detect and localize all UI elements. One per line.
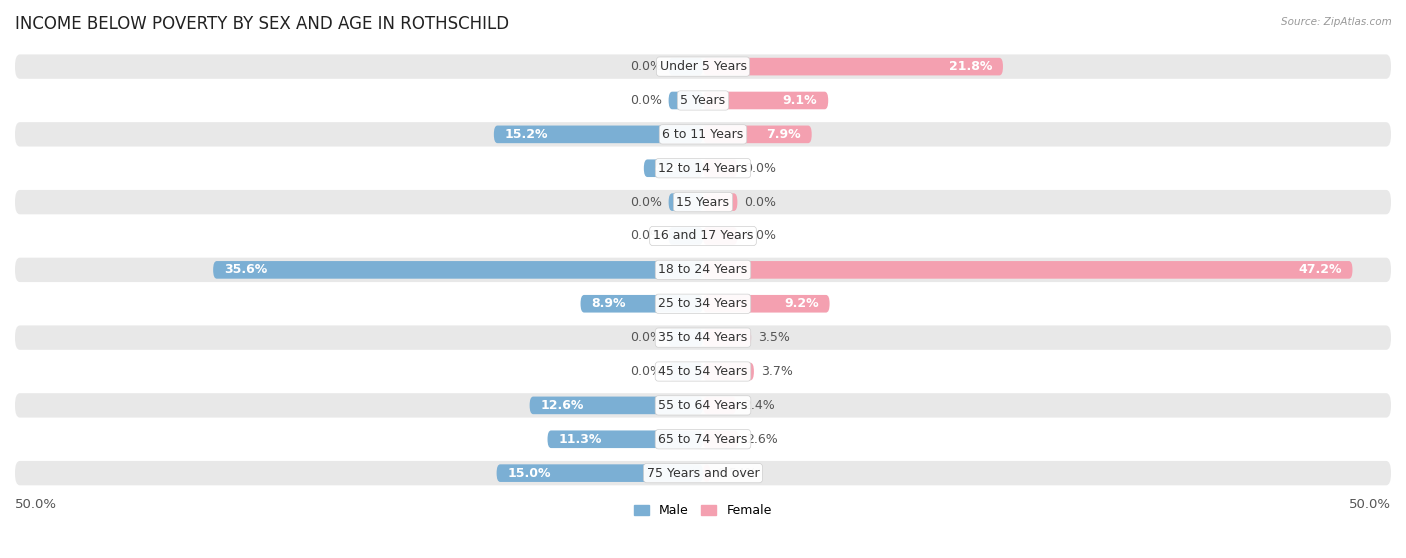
Text: 4.3%: 4.3% (655, 162, 689, 175)
Legend: Male, Female: Male, Female (630, 499, 776, 522)
FancyBboxPatch shape (703, 92, 828, 109)
FancyBboxPatch shape (703, 126, 811, 143)
FancyBboxPatch shape (214, 261, 703, 278)
Text: 0.0%: 0.0% (744, 162, 776, 175)
FancyBboxPatch shape (494, 126, 703, 143)
FancyBboxPatch shape (496, 464, 703, 482)
Text: 47.2%: 47.2% (1298, 263, 1341, 276)
FancyBboxPatch shape (15, 190, 1391, 214)
Text: 0.0%: 0.0% (630, 365, 662, 378)
Text: 8.9%: 8.9% (592, 297, 626, 310)
Text: 65 to 74 Years: 65 to 74 Years (658, 433, 748, 446)
FancyBboxPatch shape (669, 363, 703, 381)
Text: INCOME BELOW POVERTY BY SEX AND AGE IN ROTHSCHILD: INCOME BELOW POVERTY BY SEX AND AGE IN R… (15, 15, 509, 33)
Text: 0.0%: 0.0% (630, 60, 662, 73)
FancyBboxPatch shape (15, 122, 1391, 147)
Text: 75 Years and over: 75 Years and over (647, 466, 759, 480)
FancyBboxPatch shape (15, 88, 1391, 113)
Text: 15.2%: 15.2% (505, 128, 548, 141)
Text: 2.6%: 2.6% (745, 433, 778, 446)
Text: 25 to 34 Years: 25 to 34 Years (658, 297, 748, 310)
FancyBboxPatch shape (581, 295, 703, 312)
Text: 6 to 11 Years: 6 to 11 Years (662, 128, 744, 141)
FancyBboxPatch shape (669, 92, 703, 109)
Text: 21.8%: 21.8% (949, 60, 993, 73)
Text: 0.0%: 0.0% (630, 331, 662, 344)
Text: Under 5 Years: Under 5 Years (659, 60, 747, 73)
FancyBboxPatch shape (547, 430, 703, 448)
FancyBboxPatch shape (669, 227, 703, 245)
FancyBboxPatch shape (703, 397, 735, 414)
Text: 0.0%: 0.0% (630, 229, 662, 243)
FancyBboxPatch shape (15, 461, 1391, 485)
FancyBboxPatch shape (669, 58, 703, 75)
Text: 55 to 64 Years: 55 to 64 Years (658, 399, 748, 412)
FancyBboxPatch shape (530, 397, 703, 414)
FancyBboxPatch shape (703, 430, 738, 448)
FancyBboxPatch shape (669, 329, 703, 347)
Text: 45 to 54 Years: 45 to 54 Years (658, 365, 748, 378)
FancyBboxPatch shape (703, 261, 1353, 278)
FancyBboxPatch shape (15, 427, 1391, 451)
Text: 11.3%: 11.3% (558, 433, 602, 446)
Text: 35 to 44 Years: 35 to 44 Years (658, 331, 748, 344)
FancyBboxPatch shape (15, 55, 1391, 79)
Text: 16 and 17 Years: 16 and 17 Years (652, 229, 754, 243)
Text: 15 Years: 15 Years (676, 196, 730, 209)
Text: 3.5%: 3.5% (758, 331, 790, 344)
Text: 50.0%: 50.0% (15, 498, 58, 511)
FancyBboxPatch shape (15, 156, 1391, 180)
FancyBboxPatch shape (703, 160, 737, 177)
Text: 2.4%: 2.4% (742, 399, 775, 412)
FancyBboxPatch shape (15, 359, 1391, 384)
Text: 9.2%: 9.2% (785, 297, 818, 310)
FancyBboxPatch shape (15, 291, 1391, 316)
Text: 0.0%: 0.0% (744, 196, 776, 209)
FancyBboxPatch shape (15, 258, 1391, 282)
Text: 0.0%: 0.0% (630, 196, 662, 209)
FancyBboxPatch shape (644, 160, 703, 177)
FancyBboxPatch shape (703, 363, 754, 381)
Text: 0.54%: 0.54% (717, 466, 758, 480)
FancyBboxPatch shape (15, 325, 1391, 350)
Text: 50.0%: 50.0% (1348, 498, 1391, 511)
Text: 5 Years: 5 Years (681, 94, 725, 107)
FancyBboxPatch shape (703, 329, 751, 347)
Text: Source: ZipAtlas.com: Source: ZipAtlas.com (1281, 17, 1392, 27)
Text: 0.0%: 0.0% (744, 229, 776, 243)
FancyBboxPatch shape (15, 224, 1391, 248)
Text: 15.0%: 15.0% (508, 466, 551, 480)
Text: 9.1%: 9.1% (783, 94, 817, 107)
Text: 35.6%: 35.6% (224, 263, 267, 276)
FancyBboxPatch shape (669, 193, 703, 211)
FancyBboxPatch shape (703, 464, 710, 482)
Text: 3.7%: 3.7% (761, 365, 793, 378)
Text: 12 to 14 Years: 12 to 14 Years (658, 162, 748, 175)
FancyBboxPatch shape (703, 295, 830, 312)
FancyBboxPatch shape (703, 227, 737, 245)
FancyBboxPatch shape (703, 193, 737, 211)
FancyBboxPatch shape (15, 393, 1391, 417)
FancyBboxPatch shape (703, 58, 1002, 75)
Text: 7.9%: 7.9% (766, 128, 800, 141)
Text: 18 to 24 Years: 18 to 24 Years (658, 263, 748, 276)
Text: 12.6%: 12.6% (541, 399, 583, 412)
Text: 0.0%: 0.0% (630, 94, 662, 107)
